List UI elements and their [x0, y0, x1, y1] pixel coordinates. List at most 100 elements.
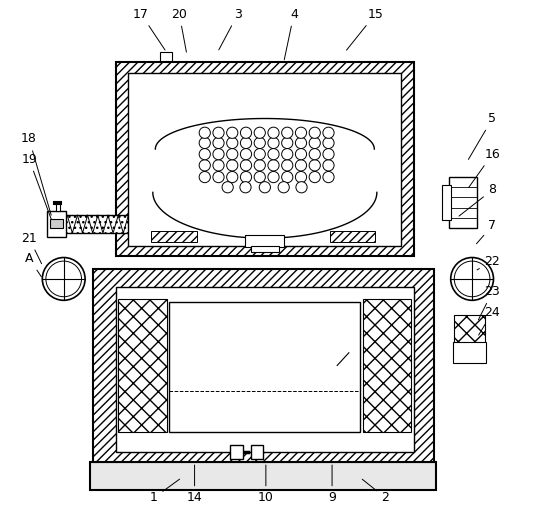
- Circle shape: [278, 182, 289, 193]
- Circle shape: [213, 160, 224, 171]
- Circle shape: [323, 148, 334, 160]
- Circle shape: [314, 348, 355, 389]
- Circle shape: [268, 137, 279, 148]
- Circle shape: [323, 127, 334, 138]
- Circle shape: [295, 148, 307, 160]
- Circle shape: [295, 160, 307, 171]
- Bar: [230, 445, 243, 459]
- Circle shape: [296, 182, 307, 193]
- Circle shape: [282, 127, 293, 138]
- Circle shape: [295, 137, 307, 148]
- Circle shape: [323, 137, 334, 148]
- Circle shape: [226, 172, 238, 183]
- Bar: [368, 302, 406, 319]
- Text: 17: 17: [133, 8, 165, 50]
- Bar: [160, 52, 172, 65]
- Text: 21: 21: [21, 231, 42, 264]
- Text: 9: 9: [328, 465, 336, 504]
- Text: 8: 8: [459, 183, 497, 216]
- Circle shape: [226, 148, 238, 160]
- Circle shape: [451, 258, 493, 301]
- Circle shape: [199, 160, 211, 171]
- Circle shape: [282, 172, 293, 183]
- Circle shape: [130, 454, 142, 466]
- Circle shape: [385, 454, 397, 466]
- Text: 16: 16: [469, 147, 501, 187]
- Bar: [118, 300, 167, 432]
- Circle shape: [309, 148, 321, 160]
- Bar: [246, 234, 284, 247]
- Circle shape: [226, 127, 238, 138]
- Bar: [56, 204, 60, 211]
- Bar: [453, 342, 486, 363]
- Circle shape: [213, 137, 224, 148]
- Text: 15: 15: [347, 8, 383, 50]
- Bar: [449, 177, 477, 228]
- Text: 3: 3: [219, 8, 242, 50]
- Text: 7: 7: [476, 219, 497, 244]
- Circle shape: [199, 172, 211, 183]
- Circle shape: [254, 127, 265, 138]
- Circle shape: [282, 160, 293, 171]
- Circle shape: [268, 148, 279, 160]
- Circle shape: [309, 137, 321, 148]
- Circle shape: [240, 182, 251, 193]
- Bar: [152, 231, 197, 242]
- Circle shape: [240, 160, 252, 171]
- Circle shape: [222, 182, 233, 193]
- Bar: [251, 445, 263, 459]
- Bar: [454, 314, 485, 343]
- Circle shape: [282, 137, 293, 148]
- Circle shape: [199, 137, 211, 148]
- Bar: [65, 215, 133, 233]
- Circle shape: [240, 127, 252, 138]
- Circle shape: [268, 127, 279, 138]
- Text: 23: 23: [479, 285, 501, 319]
- Circle shape: [309, 127, 321, 138]
- Bar: [93, 269, 434, 462]
- Bar: [90, 462, 437, 490]
- Text: 18: 18: [21, 133, 51, 215]
- Circle shape: [268, 172, 279, 183]
- Bar: [251, 246, 278, 252]
- Circle shape: [295, 172, 307, 183]
- Circle shape: [254, 137, 265, 148]
- Circle shape: [309, 160, 321, 171]
- Circle shape: [282, 148, 293, 160]
- Bar: [50, 219, 63, 228]
- Bar: [368, 411, 406, 429]
- Text: 22: 22: [477, 254, 501, 270]
- Text: 19: 19: [21, 153, 54, 225]
- Circle shape: [199, 148, 211, 160]
- Bar: [47, 211, 66, 237]
- Circle shape: [323, 172, 334, 183]
- Circle shape: [240, 137, 252, 148]
- Circle shape: [213, 127, 224, 138]
- Circle shape: [331, 359, 344, 372]
- Bar: [441, 185, 451, 220]
- Bar: [129, 73, 401, 246]
- Bar: [169, 302, 360, 432]
- Circle shape: [199, 127, 211, 138]
- Text: 4: 4: [284, 8, 298, 60]
- Text: 10: 10: [258, 465, 274, 504]
- Circle shape: [295, 127, 307, 138]
- Text: 2: 2: [362, 479, 389, 504]
- Circle shape: [323, 160, 334, 171]
- Circle shape: [42, 258, 85, 301]
- Bar: [329, 231, 375, 242]
- Circle shape: [240, 148, 252, 160]
- Circle shape: [268, 160, 279, 171]
- Circle shape: [259, 182, 270, 193]
- Bar: [115, 62, 414, 256]
- Circle shape: [213, 148, 224, 160]
- Bar: [363, 300, 411, 432]
- Circle shape: [254, 160, 265, 171]
- Text: A: A: [25, 252, 41, 276]
- Circle shape: [309, 172, 321, 183]
- Circle shape: [226, 160, 238, 171]
- Circle shape: [213, 172, 224, 183]
- Text: 14: 14: [187, 465, 202, 504]
- Circle shape: [254, 148, 265, 160]
- Circle shape: [240, 172, 252, 183]
